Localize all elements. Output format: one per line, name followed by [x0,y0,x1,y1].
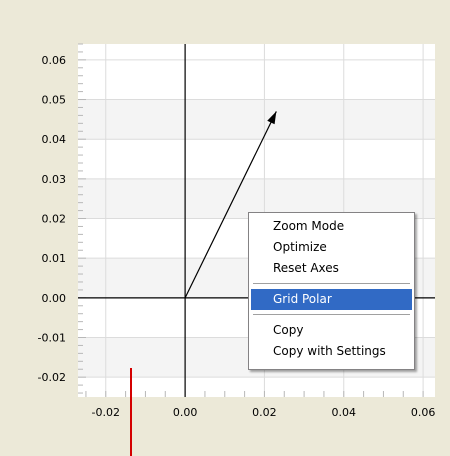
menu-item-copy[interactable]: Copy [273,323,304,337]
menu-item-grid-polar[interactable]: Grid Polar [251,289,412,310]
plot-vectors [184,111,277,299]
y-tick-label: 0.01 [42,252,67,265]
y-tick-label: 0.05 [42,94,67,107]
y-tick-label: 0.00 [42,292,67,305]
menu-item-optimize[interactable]: Optimize [273,240,327,254]
grid-band [78,178,435,219]
x-tick-label: 0.00 [173,406,198,419]
menu-item-copy-with-settings[interactable]: Copy with Settings [273,344,386,358]
y-tick-label: 0.04 [42,133,67,146]
menu-item-reset-axes[interactable]: Reset Axes [273,261,339,275]
x-tick-label: -0.02 [92,406,120,419]
y-tick-label: -0.01 [38,332,66,345]
context-menu[interactable]: Zoom Mode Optimize Reset Axes Grid Polar Cop… [248,212,415,370]
vector-shaft [184,111,277,299]
x-tick-labels: -0.02 0.00 0.02 0.04 0.06 [92,406,436,419]
menu-separator [253,314,410,315]
x-tick-label: 0.06 [411,406,436,419]
y-tick-label: 0.02 [42,213,67,226]
menu-item-zoom-mode[interactable]: Zoom Mode [273,219,345,233]
vector-arrowhead [267,111,277,125]
y-tick-label: -0.02 [38,371,66,384]
x-tick-label: 0.04 [332,406,357,419]
grid-band [78,99,435,140]
minor-ticks [78,43,424,397]
x-tick-label: 0.02 [252,406,277,419]
y-tick-labels: 0.06 0.05 0.04 0.03 0.02 0.01 0.00 -0.01 -0.02 [38,54,66,384]
menu-separator [253,283,410,284]
y-tick-label: 0.06 [42,54,67,67]
y-tick-label: 0.03 [42,173,67,186]
cursor-marker [130,368,132,456]
